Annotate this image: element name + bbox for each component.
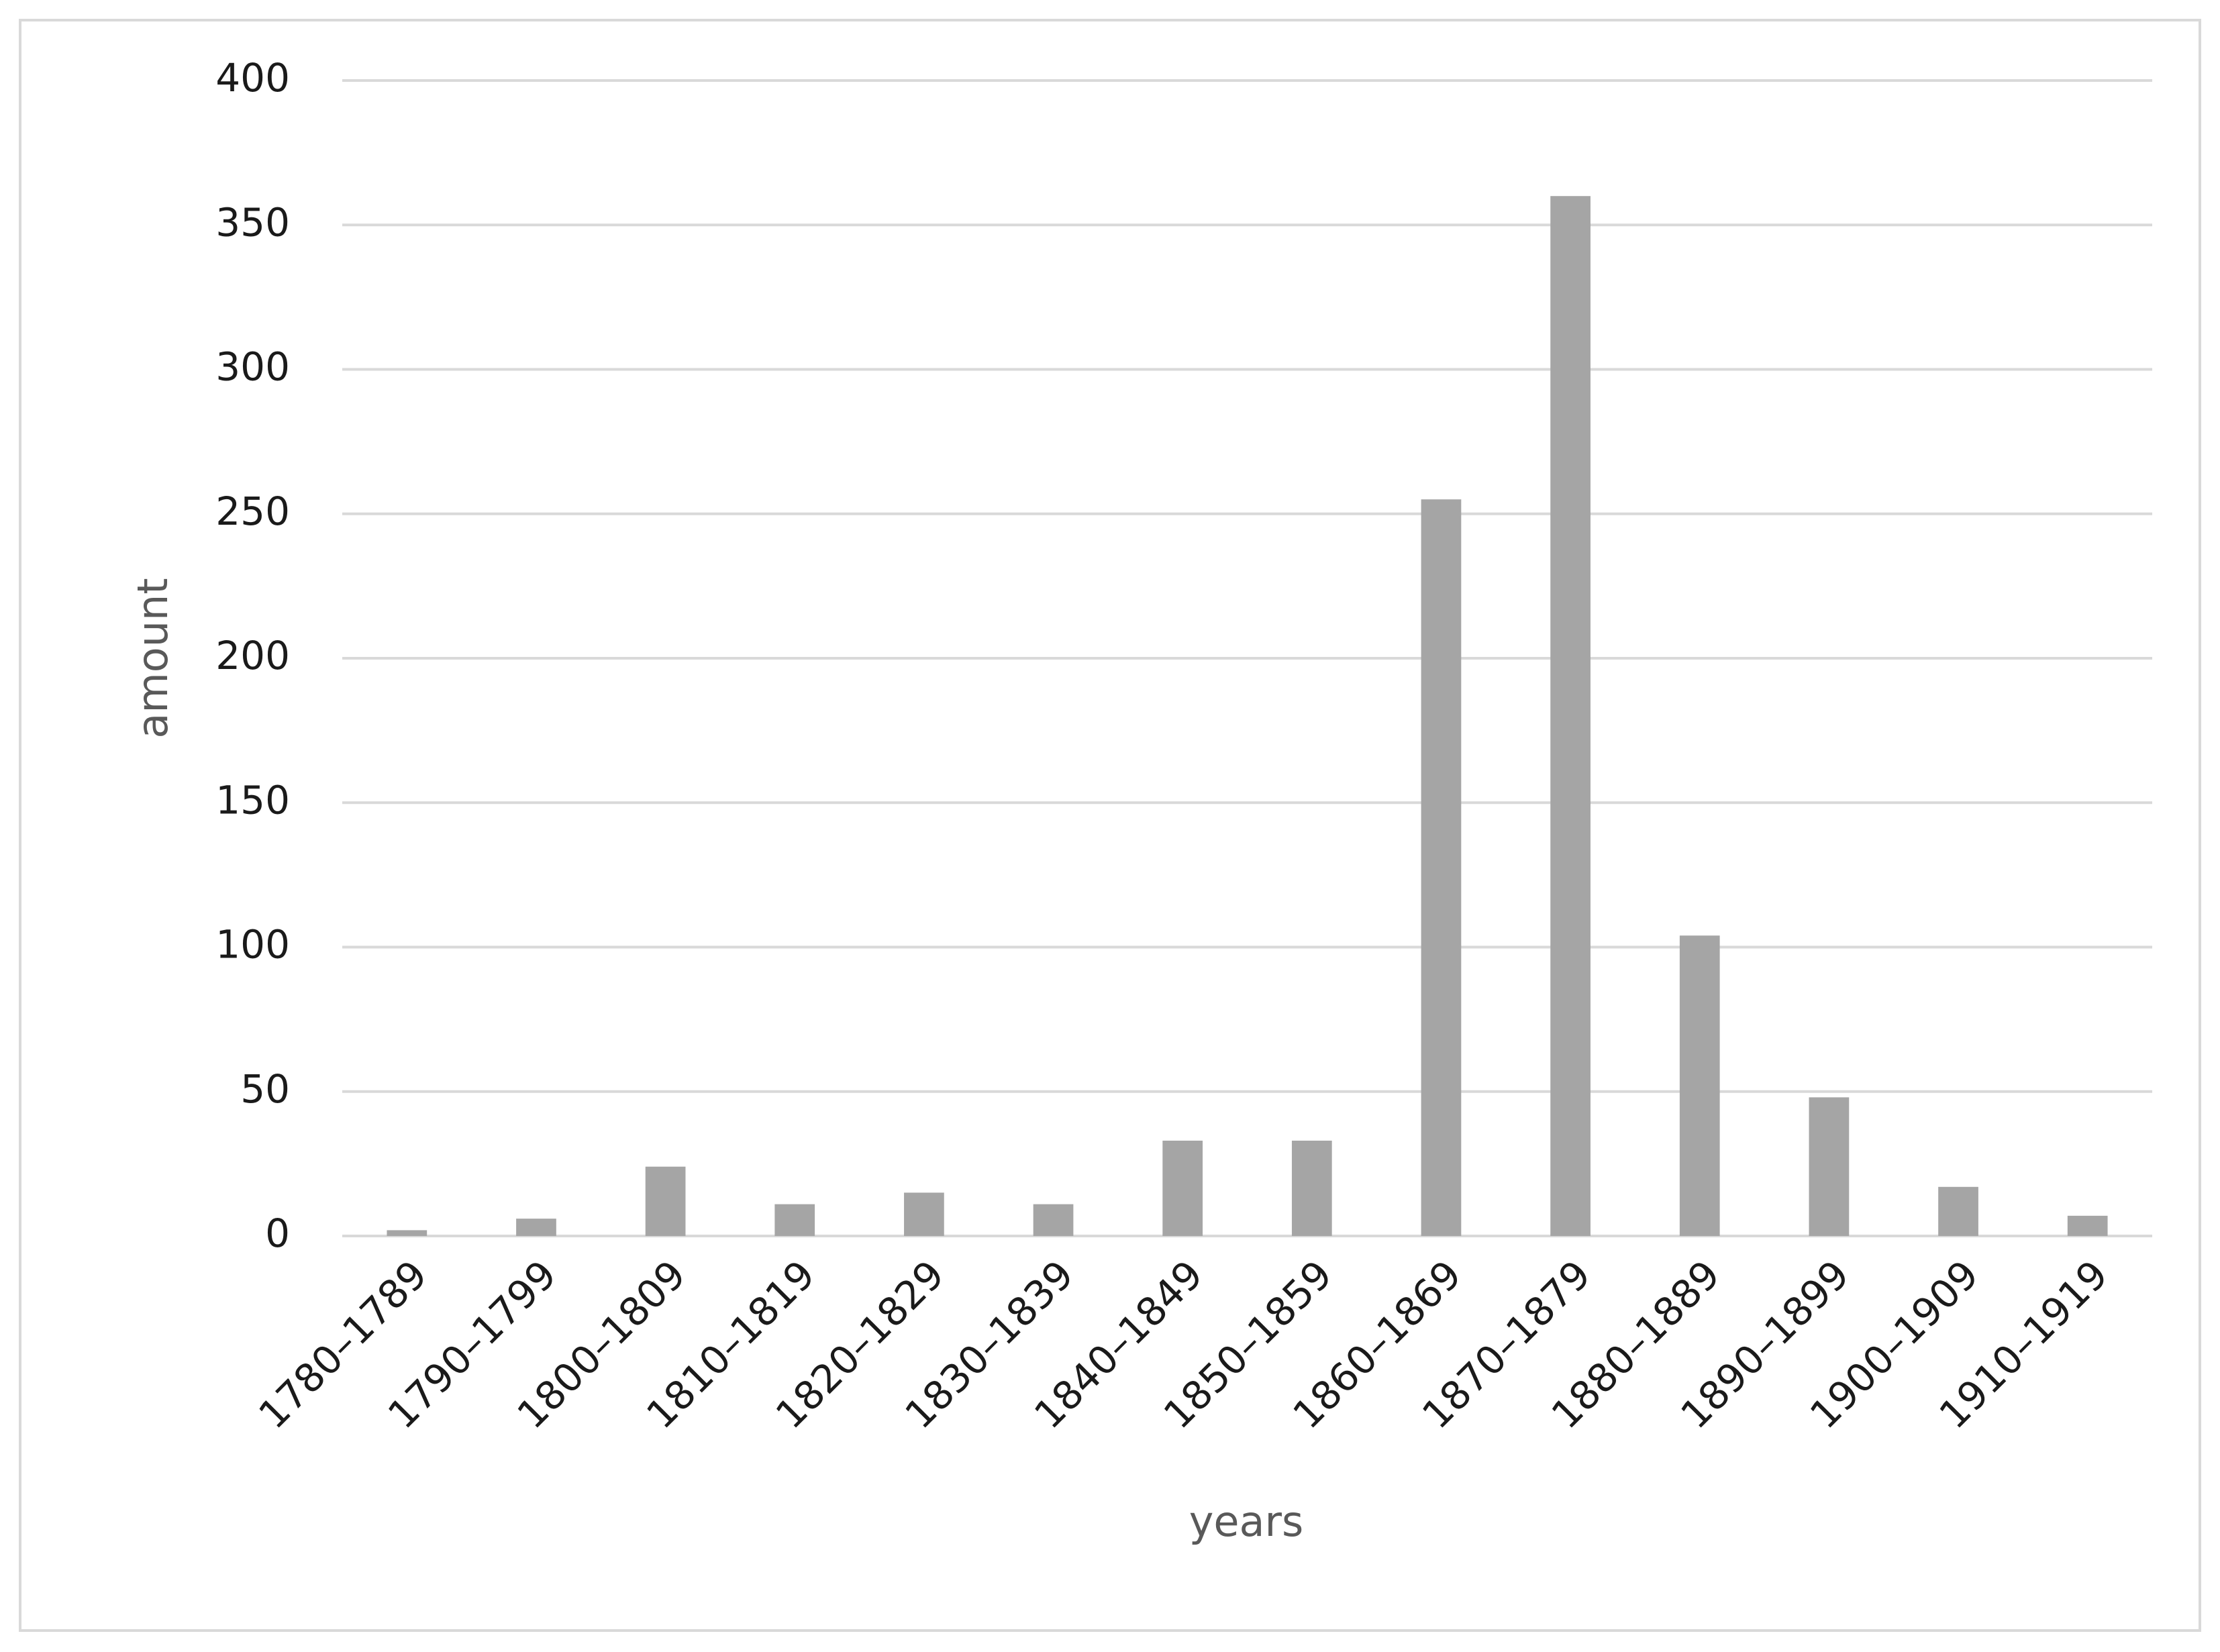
y-tick-label: 0 — [265, 1210, 290, 1256]
bar — [1421, 499, 1462, 1236]
bar — [904, 1192, 944, 1236]
y-tick-label: 250 — [215, 488, 290, 534]
bar — [1291, 1140, 1332, 1236]
y-tick-label: 150 — [215, 777, 290, 823]
y-tick-label: 300 — [215, 344, 290, 390]
y-axis-label: amount — [128, 578, 177, 738]
bar — [645, 1166, 686, 1236]
bar — [1162, 1140, 1203, 1236]
y-tick-label: 50 — [240, 1066, 290, 1112]
bar — [1550, 196, 1591, 1237]
bar — [1938, 1186, 1978, 1236]
bar — [516, 1219, 556, 1236]
y-tick-label: 200 — [215, 633, 290, 678]
y-tick-label: 400 — [215, 55, 290, 101]
bar — [1033, 1204, 1074, 1236]
bar — [1679, 935, 1720, 1236]
bar — [774, 1204, 815, 1236]
chart-border — [19, 19, 2201, 1632]
x-axis-label: years — [1189, 1497, 1304, 1546]
bar — [2067, 1215, 2108, 1236]
y-tick-label: 100 — [215, 922, 290, 968]
bar — [1809, 1097, 1850, 1236]
y-tick-label: 350 — [215, 199, 290, 245]
bar — [387, 1230, 427, 1236]
